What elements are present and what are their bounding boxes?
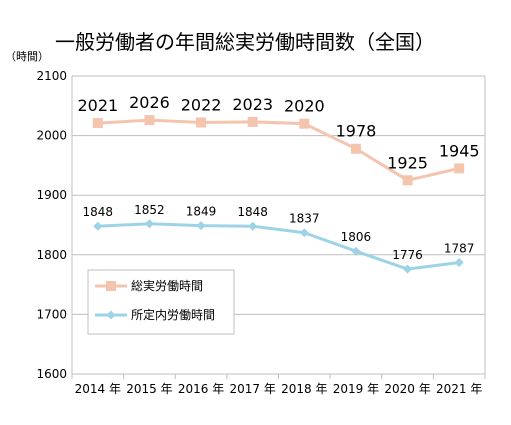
data-label: 2020	[284, 97, 325, 116]
data-label: 1945	[439, 141, 480, 160]
y-tick-label: 1700	[36, 307, 67, 321]
series-line-1	[97, 118, 460, 182]
data-point	[196, 117, 207, 128]
chart-title: 一般労働者の年間総実労働時間数（全国）	[55, 30, 435, 54]
data-label: 1806	[341, 230, 372, 244]
data-label: 2022	[181, 95, 222, 114]
data-point	[248, 221, 258, 231]
data-label: 2021	[77, 96, 118, 115]
y-ticks: 1600 1700 1800 1900 2000 2100	[36, 69, 67, 381]
data-point	[402, 175, 413, 186]
data-label: 1852	[134, 203, 165, 217]
y-tick-label: 2000	[36, 129, 67, 143]
data-label: 1925	[387, 153, 428, 172]
y-tick-label: 1900	[36, 188, 67, 202]
data-label: 1848	[237, 205, 268, 219]
data-point	[92, 118, 103, 129]
data-point	[144, 219, 154, 229]
data-label: 1978	[336, 122, 377, 141]
data-label: 1849	[186, 205, 217, 219]
x-tick-label: 2017 年	[230, 382, 276, 396]
x-ticks: 2014 年 2015 年 2016 年 2017 年 2018 年 2019 年 2020…	[71, 374, 486, 396]
legend-label: 所定内労働時間	[131, 307, 215, 322]
data-label: 1787	[444, 242, 475, 256]
data-point	[403, 264, 413, 274]
data-label: 1848	[83, 205, 114, 219]
data-label: 2026	[129, 93, 170, 112]
data-label: 1837	[289, 212, 320, 226]
data-point	[299, 228, 309, 238]
data-point	[93, 221, 103, 231]
legend-marker	[106, 281, 116, 291]
y-axis-label: （時間）	[5, 50, 49, 63]
x-tick-label: 2021 年	[436, 382, 482, 396]
data-label: 1776	[392, 248, 423, 262]
data-point	[144, 115, 155, 126]
data-point	[454, 163, 465, 174]
data-point	[299, 118, 310, 129]
y-tick-label: 2100	[36, 69, 67, 83]
x-tick-label: 2020 年	[384, 382, 430, 396]
data-point	[196, 221, 206, 231]
gridlines	[72, 75, 485, 315]
x-tick-label: 2016 年	[178, 382, 224, 396]
series-group: 2021 2026 2022 2023 2020 1978 1925 1945 1848 1852…	[77, 93, 480, 274]
data-point	[351, 246, 361, 256]
y-tick-label: 1800	[36, 248, 67, 262]
data-point	[454, 258, 464, 268]
data-label: 2023	[232, 95, 273, 114]
data-point	[247, 116, 258, 127]
legend-box	[87, 269, 235, 335]
y-tick-label: 1600	[36, 367, 67, 381]
x-tick-label: 2018 年	[281, 382, 327, 396]
legend-label: 総実労働時間	[131, 278, 203, 293]
x-tick-label: 2014 年	[75, 382, 121, 396]
series-line-2	[97, 222, 460, 271]
x-tick-label: 2019 年	[333, 382, 379, 396]
legend-marker	[106, 310, 116, 320]
data-point	[350, 143, 361, 154]
x-tick-label: 2015 年	[126, 382, 172, 396]
